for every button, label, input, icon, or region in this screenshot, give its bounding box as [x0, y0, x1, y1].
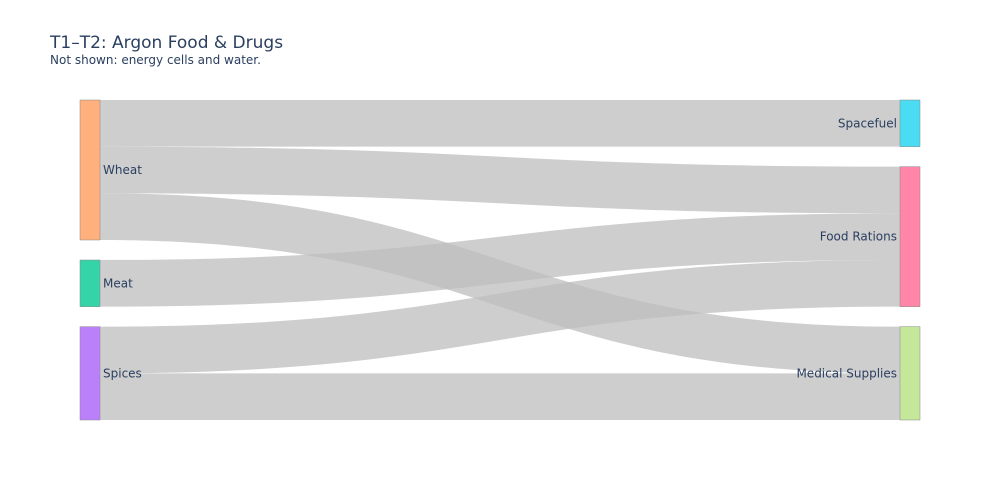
node-food-rations[interactable]	[899, 166, 921, 307]
node-label-spices: Spices	[103, 366, 142, 380]
sankey-links	[100, 100, 900, 420]
node-label-medical-supplies: Medical Supplies	[796, 366, 897, 380]
node-wheat[interactable]	[79, 99, 101, 241]
chart-subtitle: Not shown: energy cells and water.	[50, 53, 261, 67]
link-meat-to-food-rations[interactable]	[100, 213, 900, 307]
node-meat[interactable]	[79, 259, 101, 307]
link-wheat-to-medical-supplies[interactable]	[100, 193, 900, 374]
node-label-spacefuel: Spacefuel	[838, 116, 897, 130]
node-label-food-rations: Food Rations	[820, 230, 897, 244]
sankey-nodes	[79, 99, 921, 421]
node-spacefuel[interactable]	[899, 99, 921, 147]
link-wheat-to-spacefuel[interactable]	[100, 100, 900, 147]
node-label-meat: Meat	[103, 276, 133, 290]
node-medical-supplies[interactable]	[899, 326, 921, 421]
link-spices-to-food-rations[interactable]	[100, 260, 900, 374]
chart-title: T1–T2: Argon Food & Drugs	[50, 33, 284, 53]
sankey-labels: Wheat Meat Spices Spacefuel Food Rations Medi…	[103, 116, 897, 380]
link-wheat-to-food-rations[interactable]	[100, 146, 900, 214]
node-label-wheat: Wheat	[103, 163, 142, 177]
link-spices-to-medical-supplies[interactable]	[100, 373, 900, 420]
node-spices[interactable]	[79, 326, 101, 421]
